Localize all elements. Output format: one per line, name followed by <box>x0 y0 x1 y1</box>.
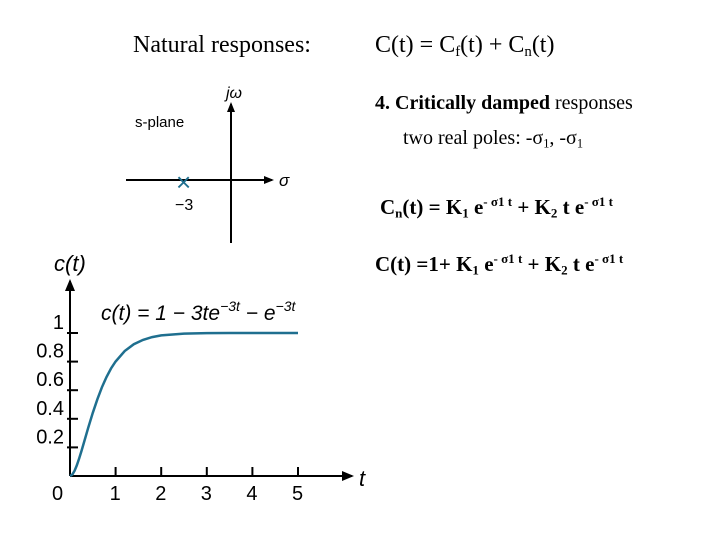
x-tick-label: 0 <box>52 483 63 505</box>
y-tick-label: 0.2 <box>36 426 64 448</box>
response-formula: c(t) = 1 − 3te−3t − e−3t <box>101 298 297 325</box>
imag-axis-label: jω <box>224 85 242 102</box>
section-title: 4. Critically damped responses <box>375 92 633 114</box>
y-tick-label: 1 <box>53 312 64 334</box>
y-tick-label: 0.6 <box>36 369 64 391</box>
x-tick-label: 3 <box>201 483 212 505</box>
x-tick-label: 1 <box>110 483 121 505</box>
response-curve <box>69 331 298 478</box>
cn-equation: Cn(t) = K1 e- σ1 t + K2 t e- σ1 t <box>380 193 613 221</box>
real-axis-label: σ <box>279 171 290 190</box>
poles-text: two real poles: -σ1, -σ1 <box>403 127 584 151</box>
pole-marker-icon: × <box>176 167 191 197</box>
heading-left: Natural responses: <box>133 32 311 58</box>
x-axis-label: t <box>359 466 366 491</box>
x-tick-label: 5 <box>292 483 303 505</box>
y-tick-label: 0.4 <box>36 398 64 420</box>
y-tick-label: 0.8 <box>36 341 64 363</box>
y-axis-label: c(t) <box>54 251 86 276</box>
s-plane-label: s-plane <box>135 114 184 131</box>
x-tick-label: 4 <box>246 483 257 505</box>
c-equation: C(t) =1+ K1 e- σ1 t + K2 t e- σ1 t <box>375 250 624 278</box>
x-tick-label: 2 <box>155 483 166 505</box>
pole-label: −3 <box>175 197 193 214</box>
heading-right: C(t) = Cf(t) + Cn(t) <box>375 32 555 61</box>
